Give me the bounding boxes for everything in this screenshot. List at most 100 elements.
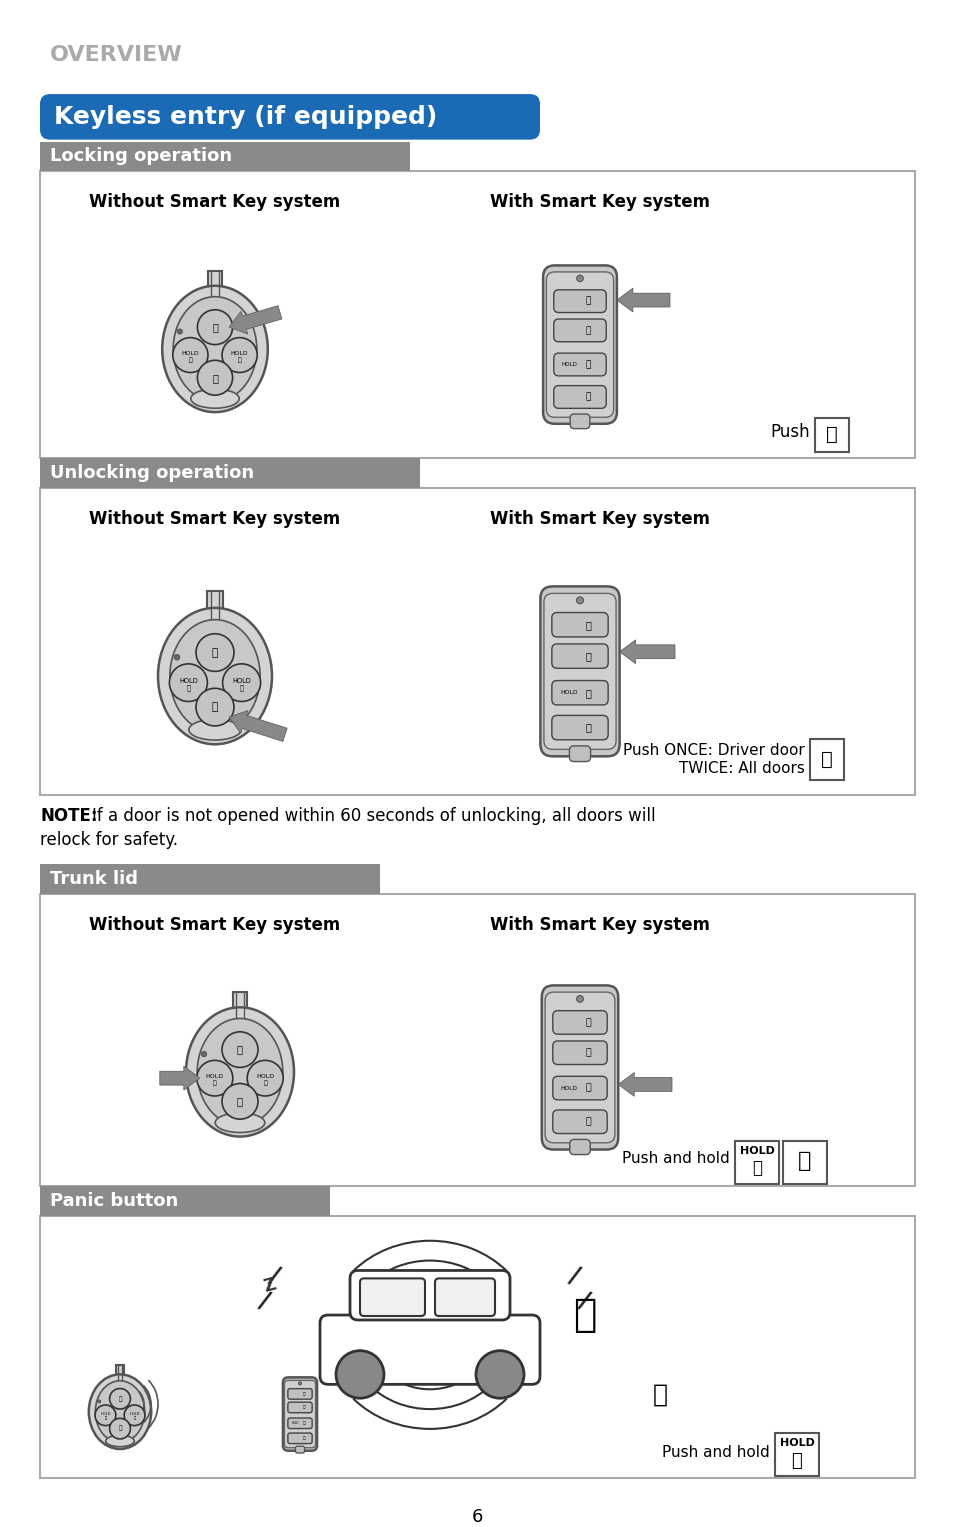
Circle shape (97, 1400, 101, 1403)
Circle shape (335, 1351, 384, 1399)
FancyBboxPatch shape (541, 985, 618, 1150)
FancyBboxPatch shape (546, 272, 613, 417)
Text: HOLD
📢: HOLD 📢 (231, 351, 248, 362)
FancyBboxPatch shape (435, 1278, 495, 1316)
Circle shape (197, 310, 233, 345)
Circle shape (110, 1419, 131, 1438)
Text: Without Smart Key system: Without Smart Key system (90, 510, 340, 528)
FancyBboxPatch shape (283, 1377, 316, 1451)
FancyBboxPatch shape (295, 1446, 304, 1454)
Text: 🔓: 🔓 (585, 1048, 591, 1057)
FancyBboxPatch shape (552, 1011, 606, 1034)
Ellipse shape (215, 1113, 265, 1133)
Text: Without Smart Key system: Without Smart Key system (90, 916, 340, 935)
Text: /: / (566, 1263, 583, 1289)
Text: If a door is not opened within 60 seconds of unlocking, all doors will: If a door is not opened within 60 second… (91, 808, 655, 825)
FancyArrow shape (229, 710, 287, 742)
FancyBboxPatch shape (543, 594, 616, 750)
FancyArrow shape (229, 305, 282, 334)
Ellipse shape (170, 620, 260, 733)
Circle shape (222, 1032, 257, 1067)
Text: 🏃: 🏃 (573, 1296, 596, 1335)
Text: relock for safety.: relock for safety. (40, 831, 178, 849)
Text: 📢: 📢 (791, 1452, 801, 1469)
Text: HOLD
📢: HOLD 📢 (130, 1412, 139, 1420)
Text: /: / (266, 1263, 283, 1289)
FancyBboxPatch shape (553, 290, 605, 313)
Text: 🔒: 🔒 (585, 1019, 591, 1028)
FancyBboxPatch shape (553, 386, 605, 408)
Circle shape (195, 634, 233, 672)
Ellipse shape (89, 1374, 151, 1449)
Text: 🔓: 🔓 (236, 1096, 243, 1107)
Circle shape (577, 275, 582, 281)
Text: Trunk lid: Trunk lid (50, 870, 138, 889)
Ellipse shape (158, 608, 272, 744)
Bar (40, 489, 914, 796)
Text: Push and hold: Push and hold (661, 1445, 769, 1460)
Text: 🔒: 🔒 (584, 296, 590, 305)
Circle shape (476, 1351, 523, 1399)
Text: Push ONCE: Driver door: Push ONCE: Driver door (622, 744, 804, 757)
Bar (782, 1141, 826, 1185)
FancyBboxPatch shape (319, 1315, 539, 1385)
Text: 🔓: 🔓 (821, 750, 832, 770)
Circle shape (172, 337, 208, 373)
Bar (809, 739, 843, 780)
Text: /: / (576, 1287, 593, 1313)
Bar (814, 418, 848, 452)
Bar (115, 1365, 124, 1380)
Text: Without Smart Key system: Without Smart Key system (90, 192, 340, 211)
FancyBboxPatch shape (288, 1388, 312, 1399)
FancyBboxPatch shape (40, 95, 539, 139)
FancyBboxPatch shape (569, 745, 590, 762)
Circle shape (195, 689, 233, 725)
Circle shape (576, 597, 583, 603)
Ellipse shape (191, 389, 239, 408)
Circle shape (222, 337, 257, 373)
Text: Z: Z (261, 1275, 278, 1295)
Text: 🚗: 🚗 (584, 360, 590, 370)
Circle shape (177, 328, 182, 334)
Bar (774, 1432, 818, 1477)
Text: 🔓: 🔓 (212, 702, 218, 712)
Text: 🔓: 🔓 (118, 1426, 122, 1431)
FancyBboxPatch shape (551, 612, 607, 637)
Bar (40, 864, 379, 895)
Text: HOLD: HOLD (561, 362, 577, 366)
Ellipse shape (197, 1019, 282, 1125)
Circle shape (196, 1060, 233, 1096)
Circle shape (95, 1405, 115, 1426)
Circle shape (174, 655, 180, 660)
Text: Push: Push (770, 423, 809, 441)
FancyBboxPatch shape (551, 715, 607, 739)
Text: 🚗: 🚗 (798, 1150, 811, 1171)
FancyBboxPatch shape (359, 1278, 424, 1316)
Text: 🐸: 🐸 (652, 1382, 667, 1406)
FancyBboxPatch shape (539, 586, 618, 756)
Text: Panic button: Panic button (50, 1193, 178, 1211)
Bar (207, 591, 222, 618)
Circle shape (110, 1388, 131, 1409)
FancyBboxPatch shape (553, 353, 605, 376)
Text: 🚗: 🚗 (585, 687, 591, 698)
FancyBboxPatch shape (288, 1419, 312, 1429)
Text: 📢: 📢 (584, 392, 590, 402)
Text: 🔒: 🔒 (585, 620, 591, 629)
Text: Keyless entry (if equipped): Keyless entry (if equipped) (54, 105, 436, 128)
FancyBboxPatch shape (551, 644, 607, 669)
FancyBboxPatch shape (569, 1139, 590, 1154)
Text: HOLD: HOLD (779, 1438, 814, 1448)
Circle shape (576, 996, 583, 1002)
Text: With Smart Key system: With Smart Key system (490, 916, 709, 935)
Text: 🔒: 🔒 (212, 647, 218, 658)
Text: 📢: 📢 (585, 722, 591, 733)
Text: Unlocking operation: Unlocking operation (50, 464, 253, 483)
Text: HOLD
📢: HOLD 📢 (255, 1073, 274, 1086)
Text: 🔓: 🔓 (212, 373, 217, 383)
Bar (734, 1141, 779, 1185)
FancyArrow shape (618, 640, 675, 664)
Circle shape (247, 1060, 283, 1096)
Text: 🔒: 🔒 (302, 1393, 305, 1396)
FancyBboxPatch shape (284, 1380, 315, 1448)
